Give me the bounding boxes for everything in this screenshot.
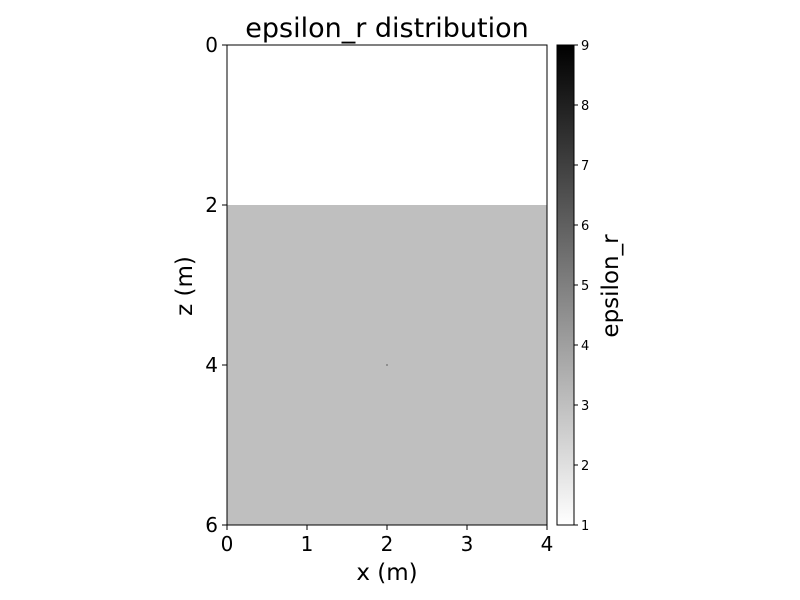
- colorbar-tick-label: 5: [581, 279, 589, 294]
- colorbar-tick-label: 7: [581, 159, 589, 174]
- x-tick-label: 1: [301, 532, 314, 556]
- heatmap-inclusion-0: [386, 364, 388, 366]
- y-tick-label: 4: [205, 353, 218, 377]
- colorbar-tick-label: 2: [581, 459, 589, 474]
- heatmap-layer-0: [227, 45, 547, 205]
- y-tick-label: 0: [205, 33, 218, 57]
- x-tick-label: 0: [221, 532, 234, 556]
- y-axis: 0 2 4 6: [205, 33, 227, 537]
- colorbar: [556, 44, 575, 526]
- x-axis-label: x (m): [356, 560, 417, 586]
- y-tick-label: 6: [205, 513, 218, 537]
- colorbar-tick-label: 8: [581, 99, 589, 114]
- x-tick-label: 2: [381, 532, 394, 556]
- y-tick-label: 2: [205, 193, 218, 217]
- heatmap-image: [227, 45, 547, 525]
- colorbar-label: epsilon_r: [598, 234, 624, 338]
- colorbar-tick-label: 3: [581, 399, 589, 414]
- x-tick-label: 4: [541, 532, 554, 556]
- y-axis-label: z (m): [172, 256, 198, 316]
- colorbar-tick-label: 6: [581, 219, 589, 234]
- chart-title: epsilon_r distribution: [245, 13, 529, 44]
- x-tick-label: 3: [461, 532, 474, 556]
- colorbar-tick-label: 4: [581, 339, 589, 354]
- colorbar-tick-label: 9: [581, 39, 589, 54]
- colorbar-axis: 1 2 3 4 5 6 7 8 9: [574, 39, 589, 534]
- x-axis: 0 1 2 3 4: [221, 525, 554, 556]
- colorbar-tick-label: 1: [581, 519, 589, 534]
